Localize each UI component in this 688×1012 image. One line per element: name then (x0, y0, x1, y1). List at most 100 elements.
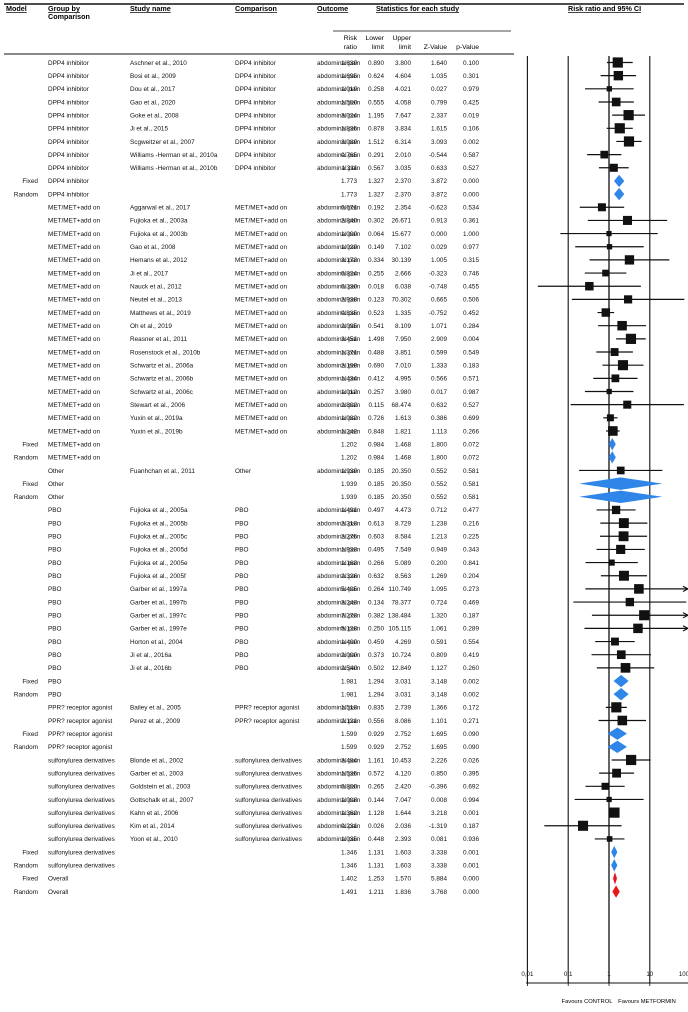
row-group-label: sulfonylurea derivatives (48, 810, 115, 817)
row-upper-limit: 78.377 (391, 599, 411, 606)
row-risk-ratio: 1.346 (341, 849, 357, 856)
row-p-value: 0.587 (463, 152, 479, 159)
row-risk-ratio: 2.313 (341, 520, 357, 527)
row-z-value: 1.101 (431, 718, 447, 725)
row-comparison: DPP4 inhibitor (235, 139, 277, 146)
row-study-name: Oh et al., 2019 (130, 323, 172, 330)
row-group-label: MET/MET+add on (48, 376, 100, 383)
row-comparison: MET/MET+add on (235, 205, 287, 212)
row-comparison: MET/MET+add on (235, 402, 287, 409)
row-p-value: 0.072 (463, 455, 479, 462)
row-lower-limit: 0.149 (368, 244, 384, 251)
row-z-value: -0.623 (429, 205, 448, 212)
row-z-value: 0.799 (431, 99, 447, 106)
row-group-label: DPP4 inhibitor (48, 73, 90, 80)
row-p-value: 0.977 (463, 244, 479, 251)
row-z-value: 1.095 (431, 586, 447, 593)
study-point-marker (624, 295, 633, 304)
row-study-name: Garber et al., 1997c (130, 613, 187, 620)
row-upper-limit: 10.453 (391, 757, 411, 764)
row-lower-limit: 0.555 (368, 99, 384, 106)
row-comparison: sulfonylurea derivatives (235, 836, 302, 843)
ci-overflow-arrow (682, 612, 688, 619)
header-rules (4, 3, 684, 55)
study-point-marker (606, 388, 612, 395)
row-risk-ratio: 1.400 (341, 639, 357, 646)
row-comparison: PBO (235, 639, 249, 646)
row-upper-limit: 1.603 (395, 863, 411, 870)
row-study-name: Reasner et al., 2011 (130, 336, 188, 343)
row-comparison: sulfonylurea derivatives (235, 757, 302, 764)
row-lower-limit: 0.848 (368, 428, 384, 435)
row-outcome: abdominal pain (317, 823, 361, 830)
row-model-label: Random (14, 494, 38, 501)
row-risk-ratio: 2.540 (341, 665, 357, 672)
row-z-value: 0.552 (431, 481, 447, 488)
row-outcome: abdominal pain (317, 639, 361, 646)
subgroup-diamond (613, 687, 629, 701)
row-group-label: Overall (48, 889, 68, 896)
row-comparison: PBO (235, 507, 249, 514)
row-risk-ratio: 1.939 (341, 481, 357, 488)
study-point-marker (625, 333, 637, 344)
row-group-label: MET/MET+add on (48, 455, 100, 462)
row-upper-limit: 7.647 (395, 112, 411, 119)
row-group-label: PBO (48, 534, 62, 541)
row-model-label: Random (14, 191, 38, 198)
row-lower-limit: 0.448 (368, 836, 384, 843)
row-group-label: PBO (48, 652, 62, 659)
row-outcome: abdominal pain (317, 362, 361, 369)
row-model-label: Random (14, 863, 38, 870)
x-tick-label: 100 (679, 971, 688, 978)
row-outcome: abdominal pain (317, 231, 361, 238)
row-upper-limit: 4.021 (395, 86, 411, 93)
header-model: Model (6, 4, 27, 13)
row-comparison: MET/MET+add on (235, 218, 287, 225)
study-point-marker (639, 610, 650, 621)
row-study-name: Ji et al., 2017 (130, 270, 168, 277)
row-comparison: DPP4 inhibitor (235, 60, 277, 67)
row-risk-ratio: 1.012 (341, 389, 357, 396)
row-comparison: MET/MET+add on (235, 297, 287, 304)
study-point-marker (620, 663, 631, 673)
row-p-value: 0.527 (463, 402, 479, 409)
row-risk-ratio: 1.491 (341, 889, 357, 896)
row-group-label: sulfonylurea derivatives (48, 849, 115, 856)
row-study-name: Garber et al., 1997e (130, 626, 187, 633)
row-risk-ratio: 1.242 (341, 428, 357, 435)
study-point-marker (612, 768, 622, 778)
row-upper-limit: 3.031 (395, 691, 411, 698)
row-p-value: 0.172 (463, 705, 479, 712)
row-group-label: MET/MET+add on (48, 336, 100, 343)
row-group-label: MET/MET+add on (48, 218, 100, 225)
row-study-name: Bailey et al., 2005 (130, 705, 181, 712)
row-z-value: 1.071 (431, 323, 447, 330)
row-upper-limit: 1.613 (395, 415, 411, 422)
row-risk-ratio: 1.434 (341, 376, 357, 383)
row-outcome: abdominal pain (317, 520, 361, 527)
row-z-value: 1.640 (431, 60, 447, 67)
row-group-label: MET/MET+add on (48, 270, 100, 277)
row-risk-ratio: 1.008 (341, 797, 357, 804)
row-risk-ratio: 1.695 (341, 73, 357, 80)
row-lower-limit: 0.929 (368, 731, 384, 738)
row-z-value: 1.005 (431, 257, 447, 264)
row-p-value: 0.455 (463, 284, 479, 291)
row-group-label: DPP4 inhibitor (48, 178, 90, 185)
row-model-label: Fixed (22, 849, 38, 856)
row-study-name: Garber et al., 1997a (130, 586, 187, 593)
row-comparison: MET/MET+add on (235, 310, 287, 317)
favours-labels: Favours CONTROL Favours METFORMIN (562, 999, 676, 1005)
row-outcome: abdominal pain (317, 323, 361, 330)
header-rr-line1: Risk (344, 35, 358, 42)
row-comparison: MET/MET+add on (235, 415, 287, 422)
row-risk-ratio: 3.243 (341, 599, 357, 606)
row-z-value: -1.319 (429, 823, 448, 830)
row-group-label: sulfonylurea derivatives (48, 836, 115, 843)
study-point-marker (618, 531, 629, 542)
row-study-name: Gao et al., 2020 (130, 99, 176, 106)
row-risk-ratio: 1.202 (341, 441, 357, 448)
row-group-label: MET/MET+add on (48, 389, 100, 396)
row-risk-ratio: 2.121 (341, 718, 357, 725)
row-lower-limit: 0.929 (368, 744, 384, 751)
